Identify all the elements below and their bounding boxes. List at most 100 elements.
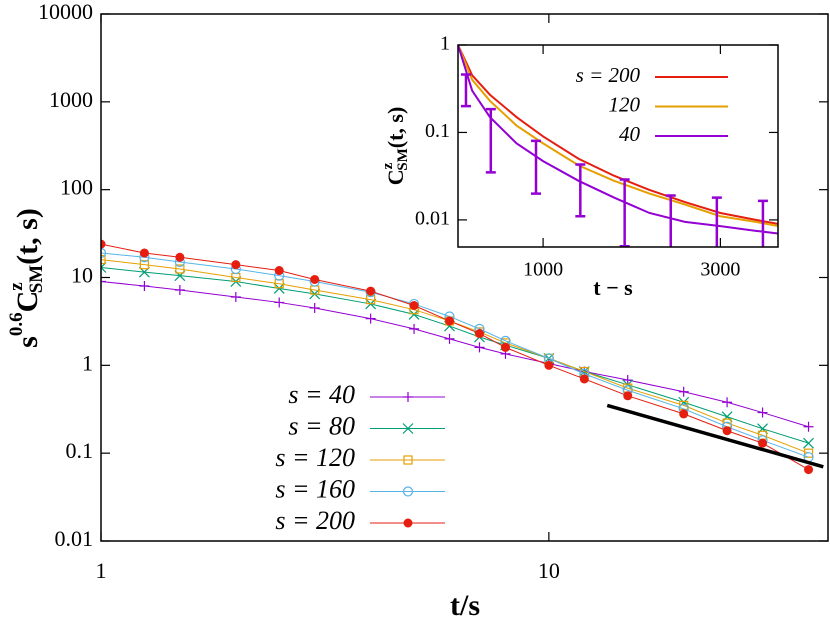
marker	[309, 302, 320, 313]
marker	[402, 486, 414, 497]
marker	[409, 323, 420, 334]
legend-label: 120	[609, 92, 641, 116]
y-tick-label: 1000	[49, 87, 93, 112]
error-bar	[485, 107, 496, 174]
main-frame	[100, 13, 829, 542]
marker	[803, 421, 814, 432]
legend-label: s = 40	[288, 380, 355, 409]
marker	[139, 281, 150, 292]
marker	[139, 260, 150, 270]
marker	[622, 379, 634, 391]
y-label-part: z	[6, 282, 27, 291]
marker	[273, 283, 285, 294]
marker	[579, 374, 589, 384]
inset-plot: 0.01 0.1 1 1000 3000 s = 200 120 40	[415, 33, 778, 281]
y-label-part: C	[11, 291, 44, 313]
error-bar	[531, 139, 542, 195]
y-label-part: C	[383, 169, 408, 185]
y-tick-label: 10	[71, 263, 93, 288]
marker	[445, 316, 455, 326]
marker	[722, 397, 733, 408]
legend-label: s = 200	[275, 506, 355, 535]
legend-label: s = 120	[275, 443, 355, 472]
series-line	[458, 45, 778, 235]
x-axis-label: t/s	[450, 589, 480, 622]
legend-label: s = 200	[576, 63, 641, 87]
y-tick-label: 100	[60, 175, 93, 200]
marker	[722, 426, 732, 436]
y-label-part: 0.6	[6, 312, 27, 336]
marker	[679, 409, 689, 419]
marker	[678, 386, 689, 397]
marker	[679, 400, 689, 410]
marker	[803, 437, 814, 449]
marker	[366, 286, 376, 296]
y-axis-label: s0.6CzSM(t, s)	[6, 208, 47, 348]
series-line	[101, 266, 809, 444]
marker	[101, 276, 106, 287]
marker	[274, 266, 284, 276]
marker	[409, 300, 419, 310]
series-line	[101, 243, 809, 471]
marker	[758, 438, 768, 448]
series-line	[458, 45, 778, 228]
y-tick-label: 1	[440, 33, 450, 55]
legend-label: s = 80	[288, 411, 355, 440]
marker	[444, 333, 455, 344]
marker	[403, 518, 413, 528]
y-tick-label: 0.1	[66, 438, 94, 463]
marker	[366, 295, 376, 305]
marker	[310, 274, 320, 284]
marker	[230, 291, 241, 302]
y-tick-label: 0.01	[415, 208, 450, 230]
marker	[175, 264, 185, 274]
marker	[101, 247, 107, 259]
marker	[174, 270, 186, 282]
marker	[757, 407, 768, 418]
inset-y-axis-label: CzSM(t, s)	[380, 107, 411, 186]
x-tick-label: 10	[538, 558, 560, 583]
y-tick-label: 10000	[38, 0, 93, 24]
y-label-part: z	[380, 162, 396, 169]
error-bar	[619, 178, 630, 247]
y-label-part: SM	[395, 148, 411, 171]
marker	[623, 391, 633, 401]
marker	[757, 423, 768, 435]
error-bar	[757, 199, 768, 247]
x-tick-label: 1	[96, 558, 107, 583]
y-tick-label: 1	[82, 350, 93, 375]
inset-x-axis-label: t − s	[593, 275, 633, 300]
y-tick-label: 0.01	[55, 526, 94, 551]
marker	[403, 392, 413, 402]
y-label-part: (t, s)	[383, 107, 408, 149]
error-bar	[711, 196, 722, 247]
series-line	[101, 252, 809, 458]
series-line	[101, 259, 809, 454]
error-bar	[460, 73, 471, 108]
legend-label: 40	[619, 122, 641, 146]
marker	[365, 313, 376, 324]
x-tick-label: 1000	[523, 259, 563, 281]
series-line	[458, 45, 778, 225]
marker	[721, 411, 733, 423]
marker	[403, 455, 413, 465]
marker	[139, 248, 149, 258]
y-label-part: SM	[26, 265, 47, 294]
marker	[101, 254, 106, 265]
marker	[544, 360, 554, 370]
marker	[474, 342, 485, 353]
y-label-part: s	[11, 336, 44, 348]
error-bar	[665, 194, 676, 247]
series-line	[101, 281, 809, 428]
marker	[175, 252, 185, 262]
marker	[500, 342, 510, 352]
reference-line	[606, 403, 824, 469]
marker	[101, 239, 106, 249]
y-label-part: (t, s)	[11, 208, 44, 265]
legend-label: s = 160	[275, 474, 355, 503]
marker	[402, 423, 414, 434]
marker	[804, 465, 814, 475]
marker	[622, 375, 633, 386]
x-tick-label: 3000	[700, 259, 740, 281]
